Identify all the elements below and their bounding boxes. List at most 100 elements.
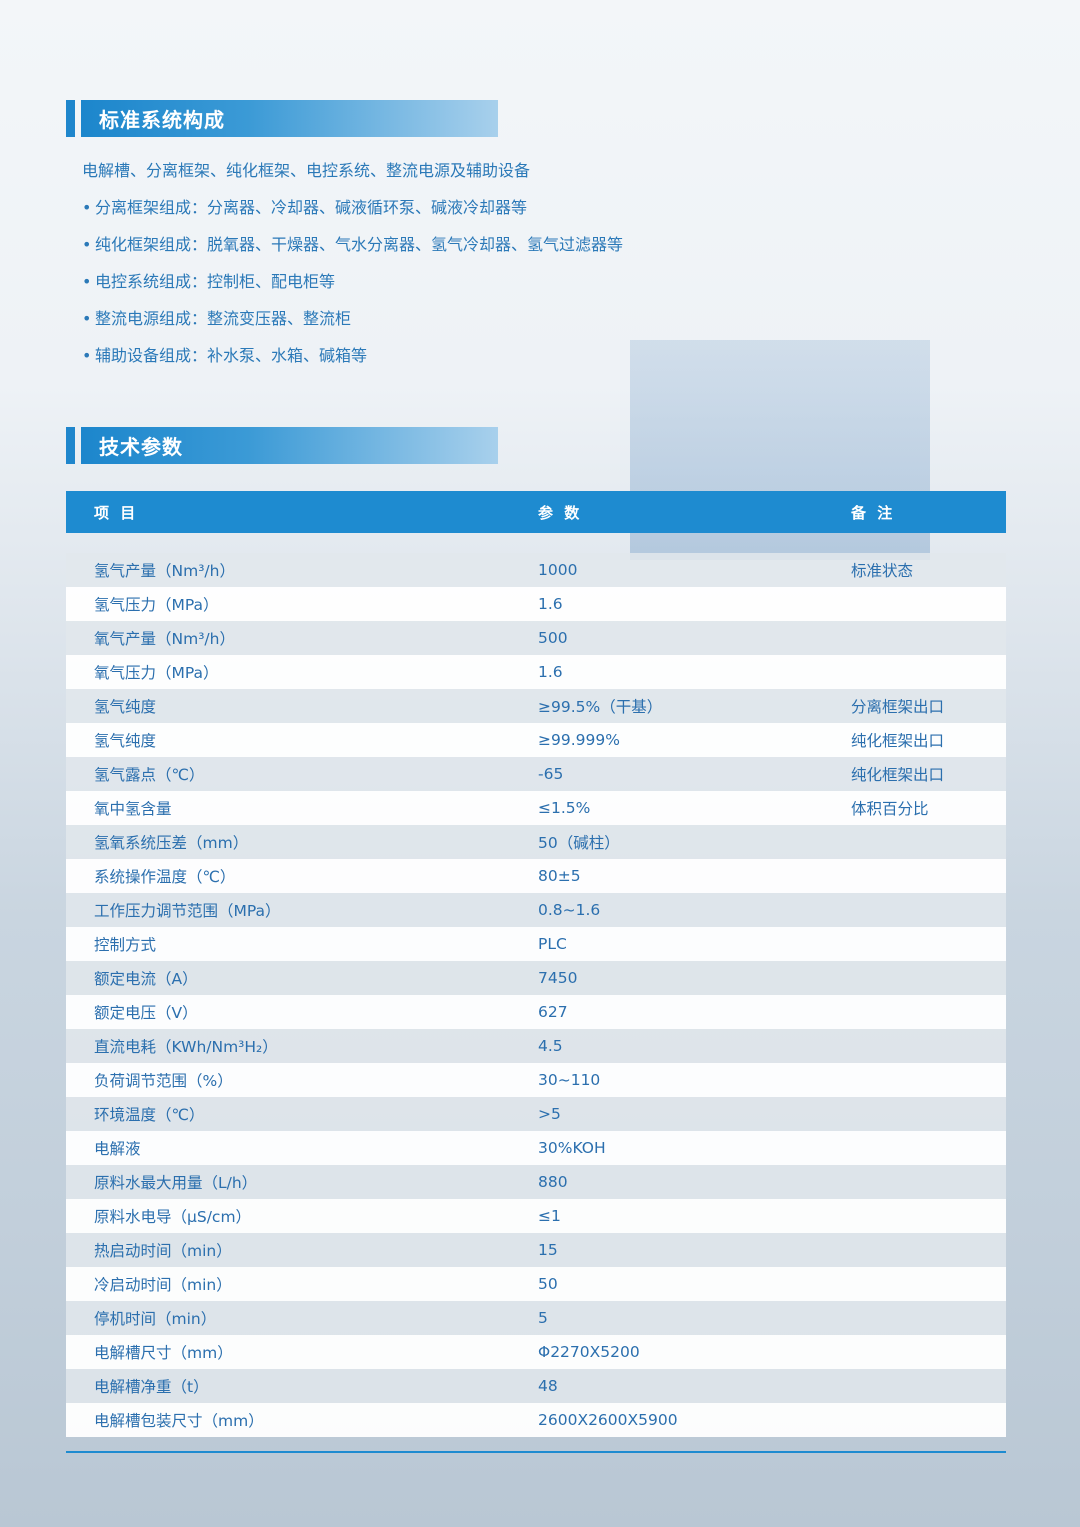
cell-value: ≤1.5% [510,791,823,825]
cell-value: 4.5 [510,1029,823,1063]
table-header: 项 目 参 数 备 注 [66,491,1006,533]
cell-item: 工作压力调节范围（MPa） [66,893,510,927]
table-row: 电解槽净重（t） 48 [66,1369,1006,1403]
cell-note [823,1199,1006,1233]
list-item: • 分离框架组成：分离器、冷却器、碱液循环泵、碱液冷却器等 [82,197,623,219]
list-item-text: 分离框架组成：分离器、冷却器、碱液循环泵、碱液冷却器等 [95,198,528,217]
cell-value: 500 [510,621,823,655]
cell-value: >5 [510,1097,823,1131]
cell-value: 30%KOH [510,1131,823,1165]
cell-note: 纯化框架出口 [823,757,1006,791]
cell-item: 直流电耗（KWh/Nm³H₂） [66,1029,510,1063]
cell-item: 电解槽净重（t） [66,1369,510,1403]
cell-note [823,995,1006,1029]
cell-note [823,893,1006,927]
table-row: 直流电耗（KWh/Nm³H₂） 4.5 [66,1029,1006,1063]
cell-item: 额定电流（A） [66,961,510,995]
section-title-tech-params: 技术参数 [66,427,498,464]
section-title-text: 标准系统构成 [81,100,498,137]
cell-item: 氧气压力（MPa） [66,655,510,689]
section-title-standard-system: 标准系统构成 [66,100,498,137]
cell-item: 系统操作温度（℃） [66,859,510,893]
cell-item: 氢气纯度 [66,723,510,757]
system-composition: 电解槽、分离框架、纯化框架、电控系统、整流电源及辅助设备 • 分离框架组成：分离器… [82,160,623,382]
table-row: 冷启动时间（min） 50 [66,1267,1006,1301]
cell-value: 1000 [510,553,823,587]
cell-item: 环境温度（℃） [66,1097,510,1131]
table-row: 原料水电导（μS/cm） ≤1 [66,1199,1006,1233]
list-item: • 辅助设备组成：补水泵、水箱、碱箱等 [82,345,623,367]
cell-value: 0.8~1.6 [510,893,823,927]
cell-value: 5 [510,1301,823,1335]
table-row: 额定电流（A） 7450 [66,961,1006,995]
table-row: 氢氧系统压差（mm） 50（碱柱） [66,825,1006,859]
cell-value: 50（碱柱） [510,825,823,859]
header-item: 项 目 [66,491,510,533]
table-row: 电解液 30%KOH [66,1131,1006,1165]
cell-note [823,1369,1006,1403]
bullet-icon: • [82,235,92,254]
cell-value: 1.6 [510,655,823,689]
cell-note: 体积百分比 [823,791,1006,825]
cell-note [823,621,1006,655]
cell-value: ≤1 [510,1199,823,1233]
table-row: 氧中氢含量 ≤1.5% 体积百分比 [66,791,1006,825]
cell-value: 15 [510,1233,823,1267]
table-row: 热启动时间（min） 15 [66,1233,1006,1267]
cell-note [823,927,1006,961]
table-row: 电解槽包装尺寸（mm） 2600X2600X5900 [66,1403,1006,1437]
cell-value: 7450 [510,961,823,995]
header-param: 参 数 [510,491,823,533]
list-item-text: 电控系统组成：控制柜、配电柜等 [95,272,336,291]
cell-item: 氧中氢含量 [66,791,510,825]
list-item-text: 辅助设备组成：补水泵、水箱、碱箱等 [95,346,368,365]
cell-item: 控制方式 [66,927,510,961]
cell-value: 2600X2600X5900 [510,1403,823,1437]
table-row: 氧气压力（MPa） 1.6 [66,655,1006,689]
cell-note [823,1403,1006,1437]
cell-note [823,1063,1006,1097]
title-accent-bar [66,100,75,137]
cell-note: 标准状态 [823,553,1006,587]
list-item-text: 纯化框架组成：脱氧器、干燥器、气水分离器、氢气冷却器、氢气过滤器等 [95,235,624,254]
cell-value: 1.6 [510,587,823,621]
list-item: • 纯化框架组成：脱氧器、干燥器、气水分离器、氢气冷却器、氢气过滤器等 [82,234,623,256]
cell-value: 30~110 [510,1063,823,1097]
cell-item: 氢气露点（℃） [66,757,510,791]
table-row: 电解槽尺寸（mm） Φ2270X5200 [66,1335,1006,1369]
cell-item: 负荷调节范围（%） [66,1063,510,1097]
cell-value: 880 [510,1165,823,1199]
cell-note [823,655,1006,689]
cell-item: 氢气压力（MPa） [66,587,510,621]
cell-item: 电解槽包装尺寸（mm） [66,1403,510,1437]
cell-value: ≥99.5%（干基） [510,689,823,723]
table-row: 氧气产量（Nm³/h） 500 [66,621,1006,655]
cell-item: 原料水电导（μS/cm） [66,1199,510,1233]
table-row: 系统操作温度（℃） 80±5 [66,859,1006,893]
table-row: 环境温度（℃） >5 [66,1097,1006,1131]
table-row: 原料水最大用量（L/h） 880 [66,1165,1006,1199]
cell-note [823,961,1006,995]
section-title-text: 技术参数 [81,427,498,464]
table-row: 额定电压（V） 627 [66,995,1006,1029]
title-accent-bar [66,427,75,464]
table-row: 氢气纯度 ≥99.999% 纯化框架出口 [66,723,1006,757]
cell-note [823,1267,1006,1301]
cell-note [823,1301,1006,1335]
list-item: • 整流电源组成：整流变压器、整流柜 [82,308,623,330]
table-bottom-rule [66,1451,1006,1453]
bullet-icon: • [82,309,92,328]
table-row: 停机时间（min） 5 [66,1301,1006,1335]
table-row: 氢气露点（℃） -65 纯化框架出口 [66,757,1006,791]
cell-item: 热启动时间（min） [66,1233,510,1267]
cell-item: 停机时间（min） [66,1301,510,1335]
cell-note [823,1029,1006,1063]
cell-note [823,1233,1006,1267]
cell-item: 氧气产量（Nm³/h） [66,621,510,655]
cell-value: 80±5 [510,859,823,893]
cell-item: 原料水最大用量（L/h） [66,1165,510,1199]
cell-item: 冷启动时间（min） [66,1267,510,1301]
cell-item: 电解液 [66,1131,510,1165]
cell-value: 50 [510,1267,823,1301]
cell-item: 电解槽尺寸（mm） [66,1335,510,1369]
